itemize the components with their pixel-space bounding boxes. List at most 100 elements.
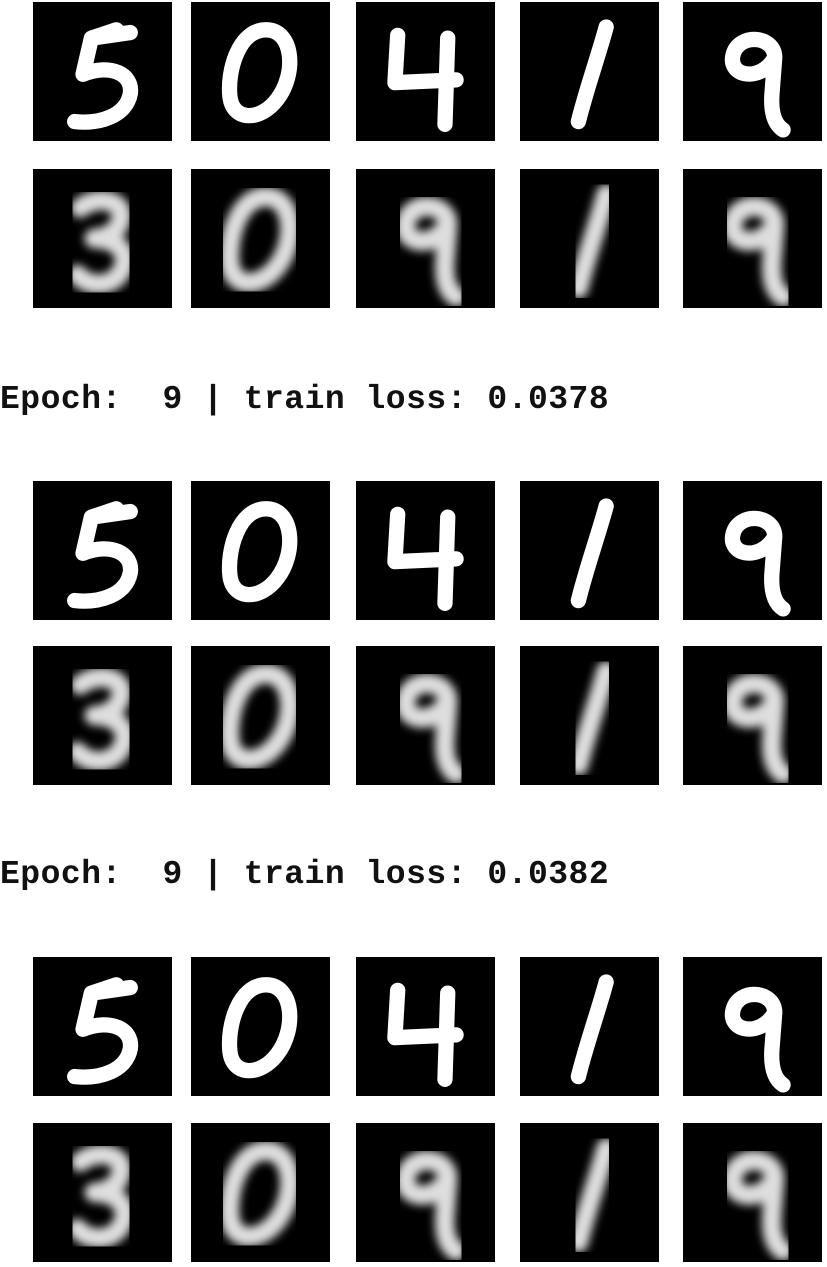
digit-stroke-0	[221, 501, 298, 603]
reconstructed-digit-tile	[520, 646, 659, 785]
reconstructed-digit-image	[219, 187, 300, 293]
epoch-log-line-2: Epoch: 9 | train loss: 0.0382	[0, 853, 827, 897]
original-digit-tile	[520, 957, 659, 1096]
original-row-2	[33, 481, 827, 620]
digit-stroke-1	[568, 661, 616, 776]
original-digit-tile	[683, 481, 822, 620]
reconstructed-digit-image	[568, 661, 616, 776]
reconstructed-digit-image	[722, 1150, 793, 1261]
reconstructed-digit-tile	[683, 646, 822, 785]
reconstructed-digit-image	[568, 1138, 616, 1253]
original-digit-image	[221, 22, 298, 124]
original-digit-tile	[191, 2, 330, 141]
digit-stroke-9	[724, 31, 791, 138]
reconstructed-digit-image	[219, 1141, 300, 1247]
digit-stroke-4	[387, 27, 464, 132]
digit-stroke-1	[568, 1138, 616, 1253]
digit-stroke-9	[722, 673, 793, 784]
loss-label: train loss:	[243, 381, 468, 418]
epoch-value: 9	[162, 381, 183, 418]
reconstructed-digit-tile	[683, 1123, 822, 1262]
original-digit-image	[724, 986, 791, 1093]
reconstructed-digit-image	[395, 673, 466, 784]
original-digit-image	[387, 982, 464, 1087]
reconstructed-digit-image	[722, 196, 793, 307]
original-digit-tile	[520, 2, 659, 141]
epoch-log-line-1: Epoch: 9 | train loss: 0.0378	[0, 378, 827, 422]
reconstructed-digit-tile	[33, 1123, 172, 1262]
reconstruction-row-3	[33, 1123, 827, 1262]
separator: |	[203, 856, 224, 893]
digit-stroke-1	[570, 19, 614, 130]
digit-stroke-1	[570, 498, 614, 609]
original-digit-image	[221, 501, 298, 603]
original-row-1	[33, 2, 827, 141]
loss-label: train loss:	[243, 856, 468, 893]
original-digit-tile	[356, 2, 495, 141]
reconstruction-row-1	[33, 169, 827, 308]
reconstructed-digit-image	[67, 190, 135, 294]
reconstructed-digit-tile	[520, 1123, 659, 1262]
digit-stroke-9	[724, 986, 791, 1093]
original-digit-image	[570, 498, 614, 609]
original-digit-tile	[356, 481, 495, 620]
reconstructed-digit-image	[568, 184, 616, 299]
reconstructed-digit-tile	[356, 646, 495, 785]
digit-stroke-0	[221, 22, 298, 124]
reconstructed-digit-image	[395, 1150, 466, 1261]
reconstructed-digit-tile	[683, 169, 822, 308]
digit-stroke-9	[395, 196, 466, 307]
digit-stroke-3	[67, 667, 135, 771]
digit-stroke-1	[568, 184, 616, 299]
reconstructed-digit-image	[67, 1144, 135, 1248]
original-digit-image	[67, 977, 138, 1085]
reconstructed-digit-image	[722, 673, 793, 784]
separator: |	[203, 381, 224, 418]
digit-stroke-4	[387, 506, 464, 611]
digit-stroke-0	[219, 187, 300, 293]
original-digit-image	[724, 31, 791, 138]
digit-stroke-9	[722, 196, 793, 307]
digit-stroke-3	[67, 1144, 135, 1248]
original-row-3	[33, 957, 827, 1096]
reconstructed-digit-image	[395, 196, 466, 307]
digit-stroke-9	[395, 1150, 466, 1261]
original-digit-image	[67, 501, 138, 609]
original-digit-image	[221, 977, 298, 1079]
loss-value: 0.0378	[487, 381, 610, 418]
digit-stroke-5	[67, 501, 138, 609]
digit-stroke-1	[570, 974, 614, 1085]
reconstructed-digit-tile	[33, 646, 172, 785]
epoch-value: 9	[162, 856, 183, 893]
epoch-label: Epoch:	[0, 856, 122, 893]
loss-value: 0.0382	[487, 856, 610, 893]
digit-stroke-3	[67, 190, 135, 294]
reconstructed-digit-tile	[191, 1123, 330, 1262]
digit-stroke-9	[722, 1150, 793, 1261]
reconstructed-digit-tile	[520, 169, 659, 308]
original-digit-tile	[520, 481, 659, 620]
digit-stroke-4	[387, 982, 464, 1087]
reconstruction-row-2	[33, 646, 827, 785]
reconstructed-digit-image	[219, 664, 300, 770]
original-digit-tile	[191, 957, 330, 1096]
original-digit-tile	[33, 2, 172, 141]
original-digit-image	[570, 19, 614, 130]
original-digit-image	[67, 22, 138, 130]
reconstructed-digit-image	[67, 667, 135, 771]
digit-stroke-5	[67, 977, 138, 1085]
original-digit-image	[387, 27, 464, 132]
original-digit-tile	[356, 957, 495, 1096]
original-digit-image	[570, 974, 614, 1085]
reconstructed-digit-tile	[356, 1123, 495, 1262]
reconstructed-digit-tile	[356, 169, 495, 308]
original-digit-tile	[683, 2, 822, 141]
reconstructed-digit-tile	[33, 169, 172, 308]
epoch-label: Epoch:	[0, 381, 122, 418]
original-digit-image	[724, 510, 791, 617]
original-digit-tile	[683, 957, 822, 1096]
original-digit-image	[387, 506, 464, 611]
digit-stroke-9	[724, 510, 791, 617]
original-digit-tile	[33, 481, 172, 620]
digit-stroke-9	[395, 673, 466, 784]
